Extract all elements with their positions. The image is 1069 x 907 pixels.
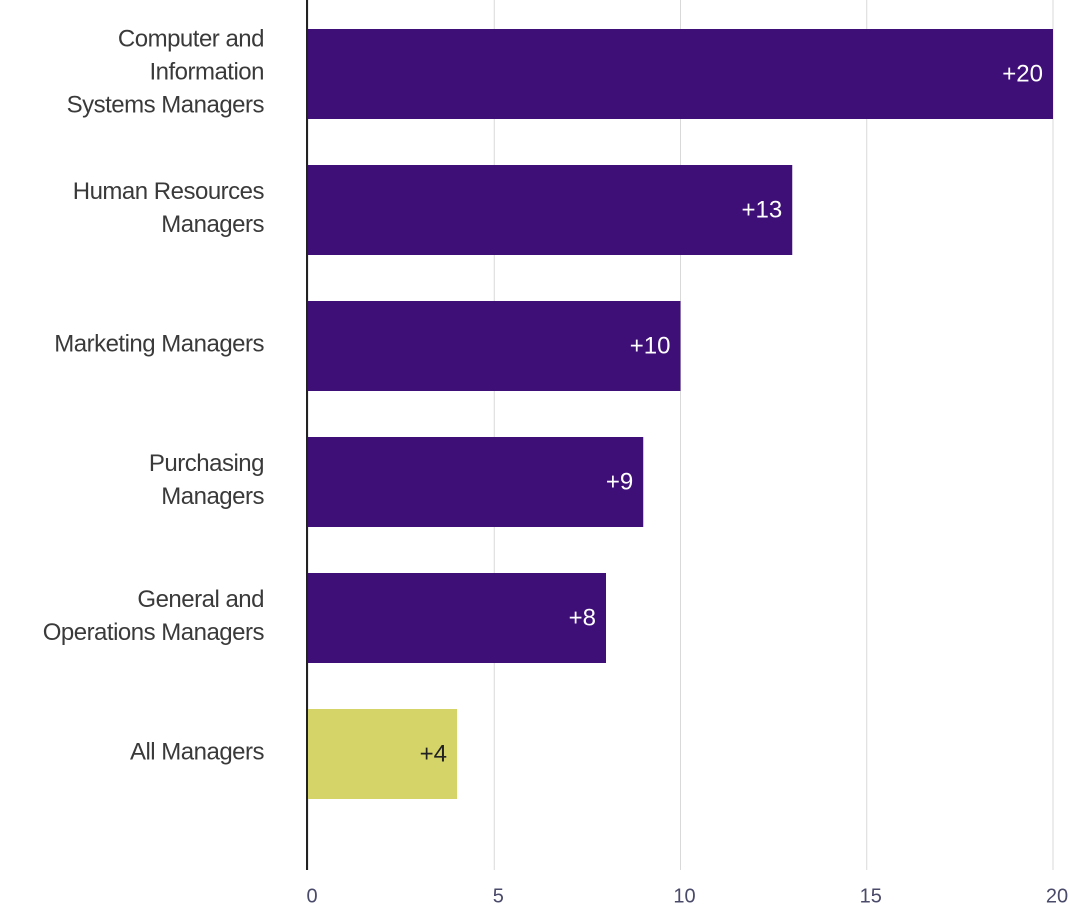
category-label: Purchasing Managers xyxy=(148,450,265,510)
value-label: +13 xyxy=(742,196,783,223)
bar xyxy=(308,709,457,799)
value-label: +9 xyxy=(606,468,633,495)
category-label: All Managers xyxy=(129,738,265,766)
value-label: +20 xyxy=(1002,60,1043,87)
category-label: Marketing Managers xyxy=(54,330,264,358)
x-tick-label: 5 xyxy=(493,885,504,907)
bar xyxy=(308,301,681,391)
category-label: General and Operations Managers xyxy=(42,586,265,646)
bar xyxy=(308,165,793,255)
value-label: +8 xyxy=(569,604,596,631)
x-tick-label: 0 xyxy=(306,885,317,907)
bar xyxy=(308,437,644,527)
x-tick-label: 10 xyxy=(673,885,695,907)
x-tick-label: 20 xyxy=(1046,885,1068,907)
category-label: Human Resources Managers xyxy=(72,178,265,238)
bar xyxy=(308,573,606,663)
category-label: Computer and Information Systems Manager… xyxy=(66,25,265,119)
value-label: +4 xyxy=(420,740,447,767)
bar xyxy=(308,29,1053,119)
value-label: +10 xyxy=(630,332,671,359)
x-tick-label: 15 xyxy=(860,885,882,907)
